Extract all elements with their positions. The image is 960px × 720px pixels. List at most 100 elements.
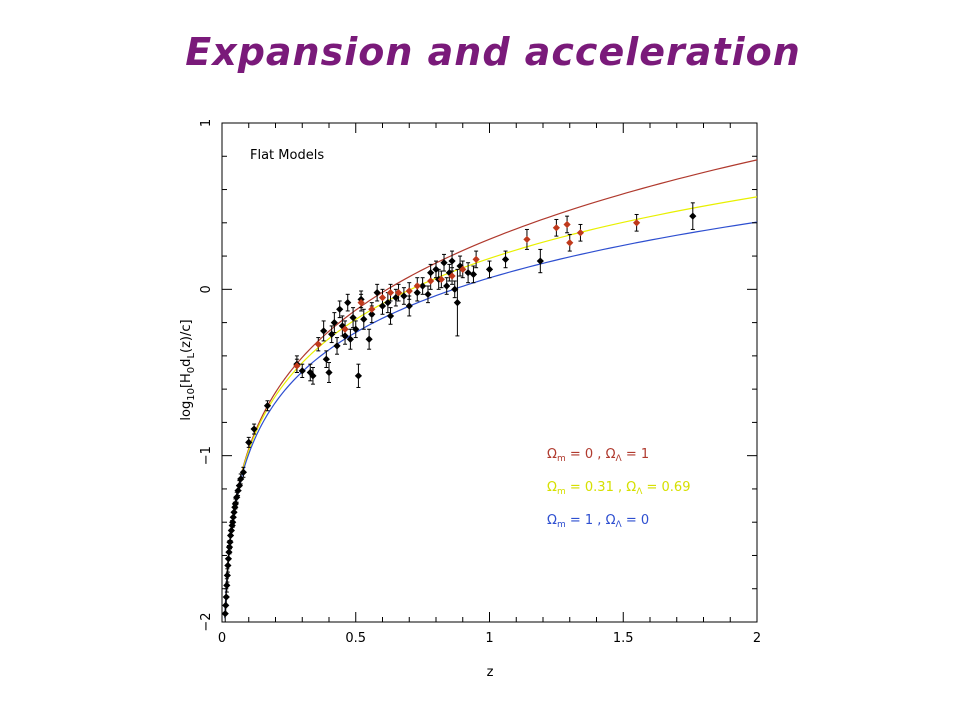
data-point-red [341, 320, 349, 339]
diamond-marker [368, 305, 376, 313]
data-point-black [373, 283, 381, 302]
diamond-marker [322, 355, 330, 363]
diamond-marker [263, 402, 272, 410]
data-point-black [424, 285, 432, 304]
data-point-black [352, 320, 360, 339]
legend-blue-ol: 0 [641, 513, 649, 528]
data-point-black [223, 568, 231, 583]
diamond-marker [485, 265, 494, 273]
legend-blue-om: 1 [585, 513, 593, 528]
diamond-marker [443, 282, 451, 290]
diamond-marker [424, 290, 432, 298]
data-point-black [469, 265, 478, 284]
diamond-marker [341, 325, 349, 333]
diamond-marker [459, 265, 467, 273]
diamond-marker [552, 224, 560, 232]
diamond-marker [237, 475, 245, 483]
data-point-red [368, 302, 376, 317]
data-point-red [405, 282, 413, 300]
data-point-red [386, 283, 395, 302]
x-tick-label: 0 [218, 631, 226, 646]
diamond-marker [501, 255, 510, 263]
diamond-marker [469, 270, 478, 278]
x-axis-title: z [487, 665, 494, 680]
diamond-marker [464, 269, 472, 277]
data-point-black [263, 400, 272, 412]
diamond-marker [437, 275, 445, 283]
legend-item-yellow: Ωm = 0.31 , ΩΛ = 0.69 [547, 480, 690, 497]
flat-models-annotation: Flat Models [250, 148, 324, 163]
data-point-black [386, 307, 395, 325]
ylabel-sub0: 0 [186, 367, 197, 373]
diamond-marker [384, 299, 392, 307]
diamond-marker [563, 220, 571, 229]
data-point-black [451, 280, 459, 299]
diamond-marker [427, 277, 435, 285]
data-point-red [314, 337, 322, 352]
diamond-marker [330, 319, 338, 327]
data-point-black [325, 362, 333, 383]
diamond-marker [336, 305, 344, 313]
data-point-red [552, 218, 560, 237]
diamond-marker [354, 372, 363, 380]
legend-yellow-ol: 0.69 [662, 480, 691, 495]
diamond-marker [472, 255, 480, 263]
diamond-marker [325, 368, 333, 377]
data-point-red [633, 213, 641, 232]
data-point-black [453, 268, 461, 337]
data-point-black [419, 277, 427, 295]
diamond-marker [378, 294, 387, 302]
diamond-marker [360, 315, 368, 323]
data-point-black [354, 363, 363, 388]
data-point-black [365, 328, 373, 350]
ylabel-b1: [H [179, 373, 194, 388]
diamond-marker [419, 282, 427, 290]
data-point-black [501, 250, 510, 269]
data-point-black [233, 491, 241, 503]
diamond-marker [400, 292, 408, 300]
legend-item-blue: Ωm = 1 , ΩΛ = 0 [547, 513, 649, 530]
data-point-black [322, 350, 330, 369]
diamond-marker [333, 342, 341, 350]
data-point-black [336, 300, 344, 319]
data-point-red [576, 223, 585, 242]
data-point-black [239, 466, 247, 478]
diamond-marker [386, 289, 395, 297]
diamond-marker [222, 593, 230, 601]
legend-red-ol: 1 [641, 447, 649, 462]
x-tick-label: 2 [753, 631, 761, 646]
svg-text:log10[H0dL(z)/c]: log10[H0dL(z)/c] [179, 319, 197, 420]
data-point-red [357, 293, 365, 312]
data-point-black [330, 312, 338, 334]
data-point-black [349, 307, 357, 329]
data-point-black [443, 277, 451, 295]
data-point-red [523, 228, 531, 250]
diamond-marker [346, 335, 354, 343]
y-tick-label: 1 [199, 119, 214, 127]
x-tick-label: 1 [485, 631, 493, 646]
data-point-black [440, 253, 448, 272]
data-point-red [563, 215, 571, 234]
diamond-marker [453, 299, 461, 307]
diamond-marker [448, 272, 456, 280]
diamond-marker [456, 262, 464, 270]
diamond-marker [309, 372, 317, 380]
ylabel-tail: (z)/c] [179, 319, 194, 353]
diamond-marker [357, 299, 365, 307]
diamond-marker [235, 482, 243, 490]
diamond-marker [536, 257, 544, 265]
diamond-marker [352, 325, 360, 333]
data-point-black [346, 328, 354, 350]
diamond-marker [448, 257, 456, 265]
data-point-red [427, 272, 435, 290]
diamond-marker [298, 367, 306, 375]
data-point-black [222, 588, 230, 606]
x-tick-label: 1.5 [613, 631, 634, 646]
y-tick-label: −1 [199, 446, 214, 465]
slide-title: Expansion and acceleration [185, 30, 801, 74]
data-point-red [459, 260, 467, 279]
diamond-marker [328, 330, 336, 338]
diamond-marker [566, 239, 574, 247]
data-point-black [328, 325, 336, 344]
diamond-marker [245, 438, 253, 446]
